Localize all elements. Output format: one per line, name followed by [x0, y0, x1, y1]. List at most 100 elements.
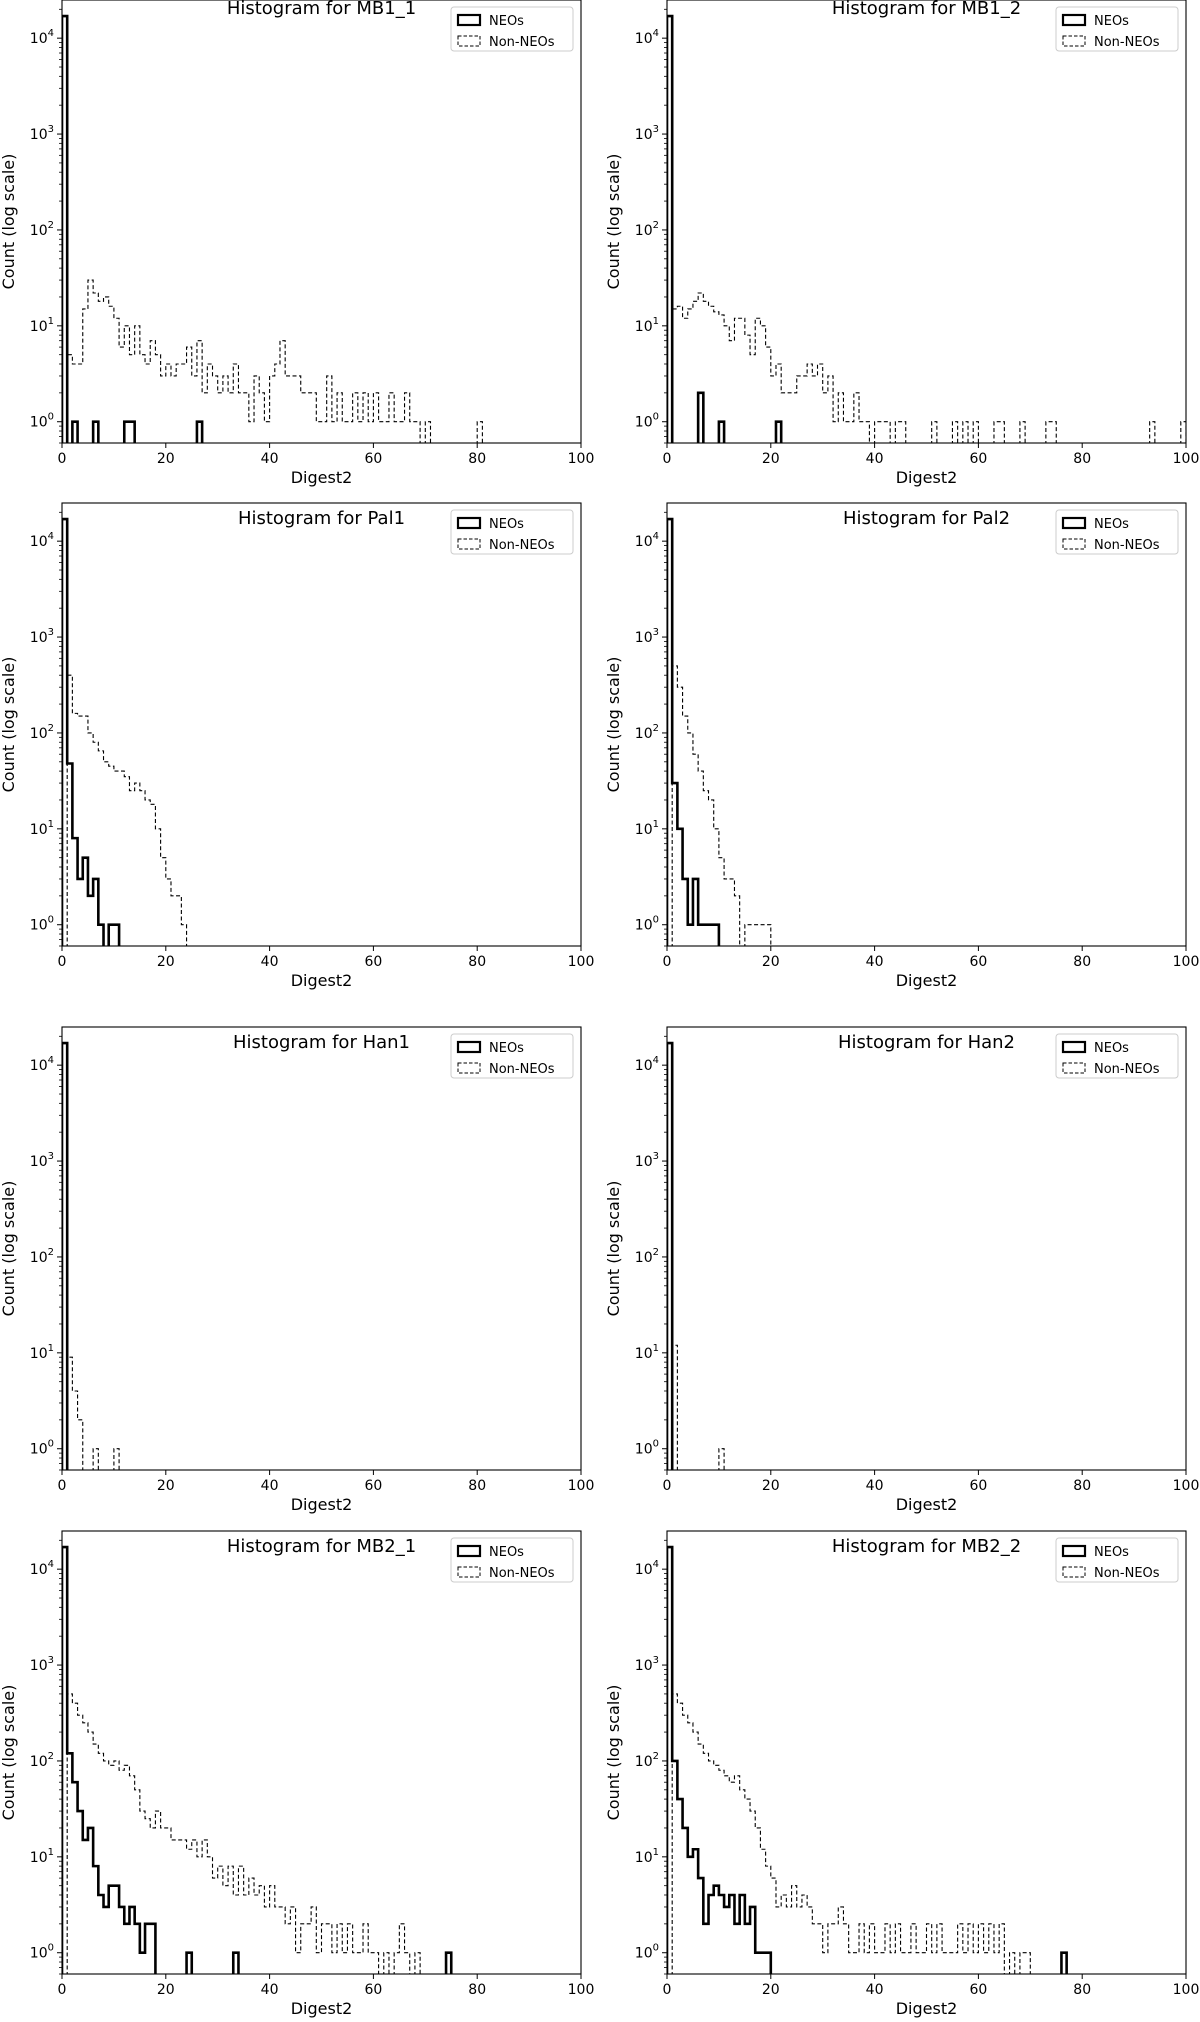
legend-swatch — [456, 1040, 482, 1054]
legend-swatch — [1061, 1040, 1087, 1054]
legend-label: NEOs — [1094, 517, 1129, 532]
legend-swatch — [456, 13, 482, 27]
x-tick-label: 100 — [568, 451, 595, 467]
y-tick-label: 104 — [30, 531, 54, 550]
chart-title: Histogram for Pal2 — [843, 508, 1010, 529]
x-tick-label: 20 — [762, 954, 780, 970]
legend-swatch — [457, 538, 481, 550]
y-tick-label: 104 — [30, 1055, 54, 1074]
x-tick-label: 0 — [663, 1982, 672, 1998]
histogram-series-non-neos — [671, 292, 1186, 443]
legend: NEOs Non-NEOs — [450, 509, 574, 555]
histogram-series-neos — [667, 1545, 1068, 1974]
y-tick-label: 100 — [30, 1439, 54, 1458]
chart-title: Histogram for MB1_2 — [832, 0, 1021, 19]
histogram-panel: Histogram for MB1_1 0 20 40 60 80 100 100 101 102… — [0, 0, 594, 487]
legend-swatch — [1062, 1566, 1086, 1578]
x-axis-label: Digest2 — [896, 971, 958, 990]
y-tick-label: 102 — [635, 1247, 659, 1266]
y-axis-label: Count (log scale) — [0, 1181, 18, 1317]
y-tick-label: 104 — [30, 28, 54, 47]
y-tick-label: 100 — [30, 915, 54, 934]
legend-label: NEOs — [489, 517, 524, 532]
legend-swatch — [1061, 13, 1087, 27]
y-axis-label: Count (log scale) — [604, 657, 623, 793]
y-tick-label: 101 — [635, 1847, 659, 1866]
x-tick-label: 60 — [969, 1982, 987, 1998]
x-tick-label: 40 — [866, 451, 884, 467]
legend-swatch — [456, 516, 482, 530]
y-tick-label: 101 — [635, 1343, 659, 1362]
x-tick-label: 20 — [762, 1982, 780, 1998]
y-tick-label: 100 — [635, 1439, 659, 1458]
legend-label: Non-NEOs — [489, 1062, 555, 1077]
axes-frame — [666, 1530, 1187, 1975]
legend-label: NEOs — [1094, 14, 1129, 29]
y-tick-label: 102 — [30, 723, 54, 742]
y-tick-label: 103 — [30, 124, 54, 143]
legend-swatch — [1062, 538, 1086, 550]
x-tick-label: 80 — [1073, 1982, 1091, 1998]
y-tick-label: 102 — [30, 1751, 54, 1770]
histogram-series-non-neos — [66, 279, 483, 443]
x-axis-label: Digest2 — [291, 1999, 353, 2018]
x-tick-label: 20 — [157, 1478, 175, 1494]
axes-frame — [61, 502, 582, 947]
legend-label: NEOs — [489, 1545, 524, 1560]
histogram-panel: Histogram for MB2_1 0 20 40 60 80 100 100 101 102… — [0, 1530, 594, 2018]
y-tick-label: 102 — [635, 220, 659, 239]
x-tick-label: 60 — [969, 451, 987, 467]
y-tick-label: 103 — [635, 1655, 659, 1674]
x-tick-label: 20 — [157, 954, 175, 970]
y-tick-label: 100 — [635, 412, 659, 431]
legend-label: Non-NEOs — [1094, 538, 1160, 553]
x-tick-label: 40 — [261, 1478, 279, 1494]
histogram-panel: Histogram for Pal1 0 20 40 60 80 100 100 101 102 1… — [0, 502, 595, 990]
x-tick-label: 40 — [866, 1478, 884, 1494]
plot-area — [667, 517, 772, 946]
chart-title: Histogram for MB1_1 — [227, 0, 416, 19]
legend-swatch — [1061, 1544, 1087, 1558]
x-tick-label: 0 — [58, 1478, 67, 1494]
x-tick-label: 0 — [58, 954, 67, 970]
axes-frame — [666, 1026, 1187, 1471]
x-tick-label: 80 — [468, 954, 486, 970]
legend-box — [1055, 1033, 1179, 1079]
legend-label: Non-NEOs — [1094, 35, 1160, 50]
histogram-series-neos — [62, 1041, 69, 1470]
x-axis-label: Digest2 — [291, 1495, 353, 1514]
y-tick-label: 101 — [635, 316, 659, 335]
histogram-series-neos — [667, 14, 783, 443]
histogram-series-non-neos — [66, 674, 188, 946]
histogram-series-neos — [62, 517, 121, 946]
legend-swatch — [1062, 1062, 1086, 1074]
histogram-series-non-neos — [671, 665, 772, 946]
chart-title: Histogram for Han1 — [233, 1032, 410, 1053]
x-tick-label: 40 — [866, 1982, 884, 1998]
y-tick-label: 103 — [635, 627, 659, 646]
y-tick-label: 101 — [30, 316, 54, 335]
y-tick-label: 100 — [635, 915, 659, 934]
legend-label: NEOs — [1094, 1545, 1129, 1560]
y-axis-label: Count (log scale) — [604, 154, 623, 290]
x-tick-label: 0 — [663, 1478, 672, 1494]
y-tick-label: 103 — [30, 1655, 54, 1674]
histogram-panel: Histogram for MB1_2 0 20 40 60 80 100 100 101 102… — [604, 0, 1199, 487]
y-tick-label: 103 — [30, 627, 54, 646]
plot-area — [62, 1545, 453, 1974]
x-tick-label: 60 — [364, 1982, 382, 1998]
x-tick-label: 20 — [762, 451, 780, 467]
legend: NEOs Non-NEOs — [1055, 509, 1179, 555]
x-tick-label: 100 — [568, 954, 595, 970]
y-tick-label: 100 — [30, 412, 54, 431]
x-tick-label: 20 — [157, 1982, 175, 1998]
legend: NEOs Non-NEOs — [1055, 6, 1179, 52]
y-tick-label: 100 — [635, 1943, 659, 1962]
x-tick-label: 60 — [969, 954, 987, 970]
axes-frame — [61, 0, 582, 444]
x-tick-label: 100 — [568, 1478, 595, 1494]
chart-title: Histogram for MB2_1 — [227, 1536, 416, 1557]
x-tick-label: 0 — [663, 954, 672, 970]
legend-label: Non-NEOs — [489, 35, 555, 50]
